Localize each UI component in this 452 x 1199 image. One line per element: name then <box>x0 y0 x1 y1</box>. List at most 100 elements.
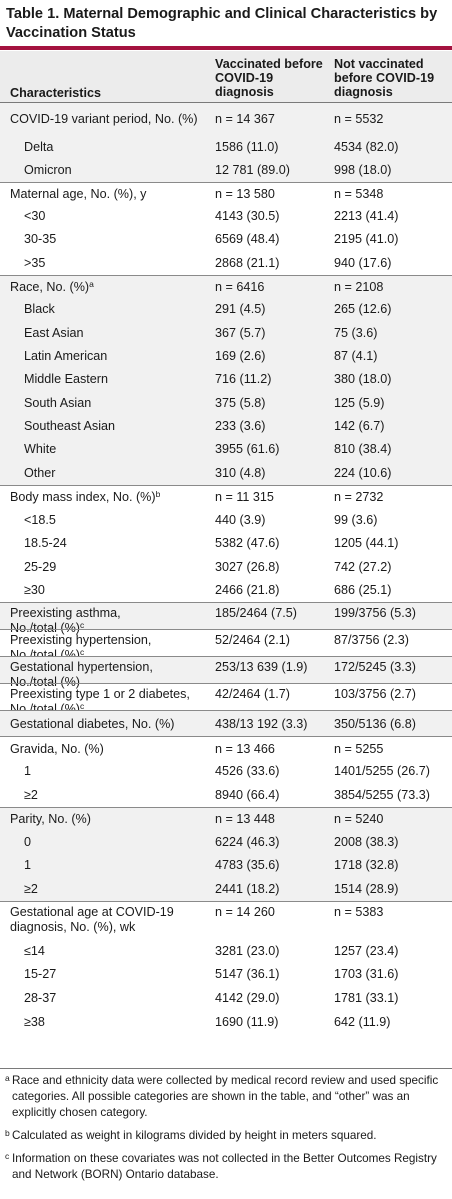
not-vaccinated-value: 1257 (23.4) <box>334 943 399 958</box>
not-vaccinated-value: 2195 (41.0) <box>334 232 399 246</box>
table-row: Gestational hypertension, No./total (%) 25… <box>0 656 452 689</box>
vaccinated-value: 2868 (21.1) <box>215 255 280 270</box>
table-row: ≤14 3281 (23.0) 1257 (23.4) <box>0 939 452 963</box>
vaccinated-value: 12 781 (89.0) <box>215 163 290 177</box>
vaccinated-value: 310 (4.8) <box>215 465 266 480</box>
footnote: b Calculated as weight in kilograms divid… <box>5 1128 377 1142</box>
not-vaccinated-value: 125 (5.9) <box>334 395 385 410</box>
vaccinated-value: 440 (3.9) <box>215 512 266 527</box>
row-label: ≥2 <box>24 787 38 802</box>
footnote-marker: c <box>80 619 85 630</box>
table-row: 1 4526 (33.6) 1401/5255 (26.7) <box>0 760 452 783</box>
table-row: >35 2868 (21.1) 940 (17.6) <box>0 251 452 275</box>
not-vaccinated-value: n = 2732 <box>334 490 384 504</box>
table-row: ≥38 1690 (11.9) 642 (11.9) <box>0 1010 452 1035</box>
footnote-marker: c <box>80 700 85 711</box>
vaccinated-value: 4142 (29.0) <box>215 990 280 1005</box>
table-row: Maternal age, No. (%), y n = 13 580 n = 53… <box>0 182 452 205</box>
vaccinated-value: n = 14 367 <box>215 111 275 126</box>
row-label: Middle Eastern <box>24 372 108 386</box>
vaccinated-value: 3027 (26.8) <box>215 559 280 574</box>
row-label: ≥30 <box>24 583 45 597</box>
table-row: 0 6224 (46.3) 2008 (38.3) <box>0 830 452 854</box>
not-vaccinated-value: 142 (6.7) <box>334 419 385 433</box>
table-title: Table 1. Maternal Demographic and Clinic… <box>6 6 438 41</box>
table-row: Preexisting hypertension, No./total (%)c 5… <box>0 629 452 662</box>
not-vaccinated-value: 1205 (44.1) <box>334 536 399 550</box>
table-row: Other 310 (4.8) 224 (10.6) <box>0 461 452 485</box>
vaccinated-value: 6224 (46.3) <box>215 834 280 849</box>
row-label: ≥38 <box>24 1015 45 1029</box>
table-row: Preexisting asthma, No./total (%)c 185/246… <box>0 602 452 635</box>
row-label: >35 <box>24 255 46 270</box>
table-row: Black 291 (4.5) 265 (12.6) <box>0 298 452 321</box>
row-label: Delta <box>24 139 54 154</box>
vaccinated-value: n = 11 315 <box>215 490 274 504</box>
row-label: Preexisting asthma, No./total (%)c <box>10 606 121 635</box>
not-vaccinated-value: 940 (17.6) <box>334 255 392 270</box>
table-row: 28-37 4142 (29.0) 1781 (33.1) <box>0 986 452 1010</box>
row-label: Other <box>24 465 56 480</box>
vaccinated-value: 233 (3.6) <box>215 419 266 433</box>
not-vaccinated-value: 742 (27.2) <box>334 559 392 574</box>
table-row: ≥2 8940 (66.4) 3854/5255 (73.3) <box>0 783 452 807</box>
row-label: South Asian <box>24 395 92 410</box>
not-vaccinated-value: 998 (18.0) <box>334 163 392 177</box>
row-label: White <box>24 442 57 456</box>
footnote-marker: b <box>155 489 161 499</box>
vaccinated-value: 438/13 192 (3.3) <box>215 716 308 731</box>
not-vaccinated-value: 99 (3.6) <box>334 512 378 527</box>
table-header: Characteristics Vaccinated before COVID-… <box>0 51 452 103</box>
not-vaccinated-value: 3854/5255 (73.3) <box>334 787 430 802</box>
table-row: Gestational age at COVID-19 diagnosis, No… <box>0 901 452 939</box>
table-row: White 3955 (61.6) 810 (38.4) <box>0 438 452 461</box>
row-label: Body mass index, No. (%)b <box>10 489 161 504</box>
row-label: 30-35 <box>24 232 57 246</box>
header-characteristics: Characteristics <box>10 86 102 100</box>
row-label: 15-27 <box>24 967 57 981</box>
table-row: 15-27 5147 (36.1) 1703 (31.6) <box>0 963 452 986</box>
row-label: ≥2 <box>24 881 38 896</box>
vaccinated-value: 169 (2.6) <box>215 349 266 363</box>
table-row: Body mass index, No. (%)b n = 11 315 n = 2… <box>0 485 452 508</box>
vaccinated-value: 253/13 639 (1.9) <box>215 660 308 674</box>
not-vaccinated-value: 1718 (32.8) <box>334 858 399 872</box>
not-vaccinated-value: 199/3756 (5.3) <box>334 606 416 620</box>
table-row: ≥30 2466 (21.8) 686 (25.1) <box>0 579 452 602</box>
table-row: <18.5 440 (3.9) 99 (3.6) <box>0 508 452 532</box>
header-vaccinated: Vaccinated before COVID-19 diagnosis <box>215 57 323 99</box>
vaccinated-value: 291 (4.5) <box>215 302 266 316</box>
not-vaccinated-value: 642 (11.9) <box>334 1015 391 1029</box>
vaccinated-value: 375 (5.8) <box>215 395 266 410</box>
table-row: 30-35 6569 (48.4) 2195 (41.0) <box>0 228 452 251</box>
row-label: East Asian <box>24 325 84 340</box>
table-row: Latin American 169 (2.6) 87 (4.1) <box>0 345 452 368</box>
row-label: COVID-19 variant period, No. (%) <box>10 111 198 126</box>
vaccinated-value: 185/2464 (7.5) <box>215 606 297 620</box>
not-vaccinated-value: n = 5532 <box>334 111 384 126</box>
not-vaccinated-value: 224 (10.6) <box>334 465 392 480</box>
not-vaccinated-value: 103/3756 (2.7) <box>334 687 416 701</box>
vaccinated-value: n = 13 580 <box>215 187 275 201</box>
table-row: <30 4143 (30.5) 2213 (41.4) <box>0 205 452 228</box>
footnote-marker: c <box>80 646 85 657</box>
vaccinated-value: 42/2464 (1.7) <box>215 687 290 701</box>
not-vaccinated-value: 810 (38.4) <box>334 442 392 456</box>
not-vaccinated-value: 4534 (82.0) <box>334 139 399 154</box>
not-vaccinated-value: 686 (25.1) <box>334 583 392 597</box>
footnote-divider <box>0 1068 452 1069</box>
table-row: ≥2 2441 (18.2) 1514 (28.9) <box>0 877 452 901</box>
not-vaccinated-value: 1401/5255 (26.7) <box>334 764 430 778</box>
vaccinated-value: 4526 (33.6) <box>215 764 280 778</box>
vaccinated-value: 3955 (61.6) <box>215 442 280 456</box>
table-row: Parity, No. (%) n = 13 448 n = 5240 <box>0 807 452 830</box>
table-row: Gestational diabetes, No. (%) 438/13 192 … <box>0 710 452 736</box>
row-label: <30 <box>24 209 46 223</box>
row-label: 1 <box>24 764 32 778</box>
vaccinated-value: 3281 (23.0) <box>215 943 280 958</box>
row-label: Latin American <box>24 349 108 363</box>
vaccinated-value: 1690 (11.9) <box>215 1015 279 1029</box>
not-vaccinated-value: 87/3756 (2.3) <box>334 633 409 647</box>
row-label: Southeast Asian <box>24 419 116 433</box>
row-label: Omicron <box>24 163 72 177</box>
